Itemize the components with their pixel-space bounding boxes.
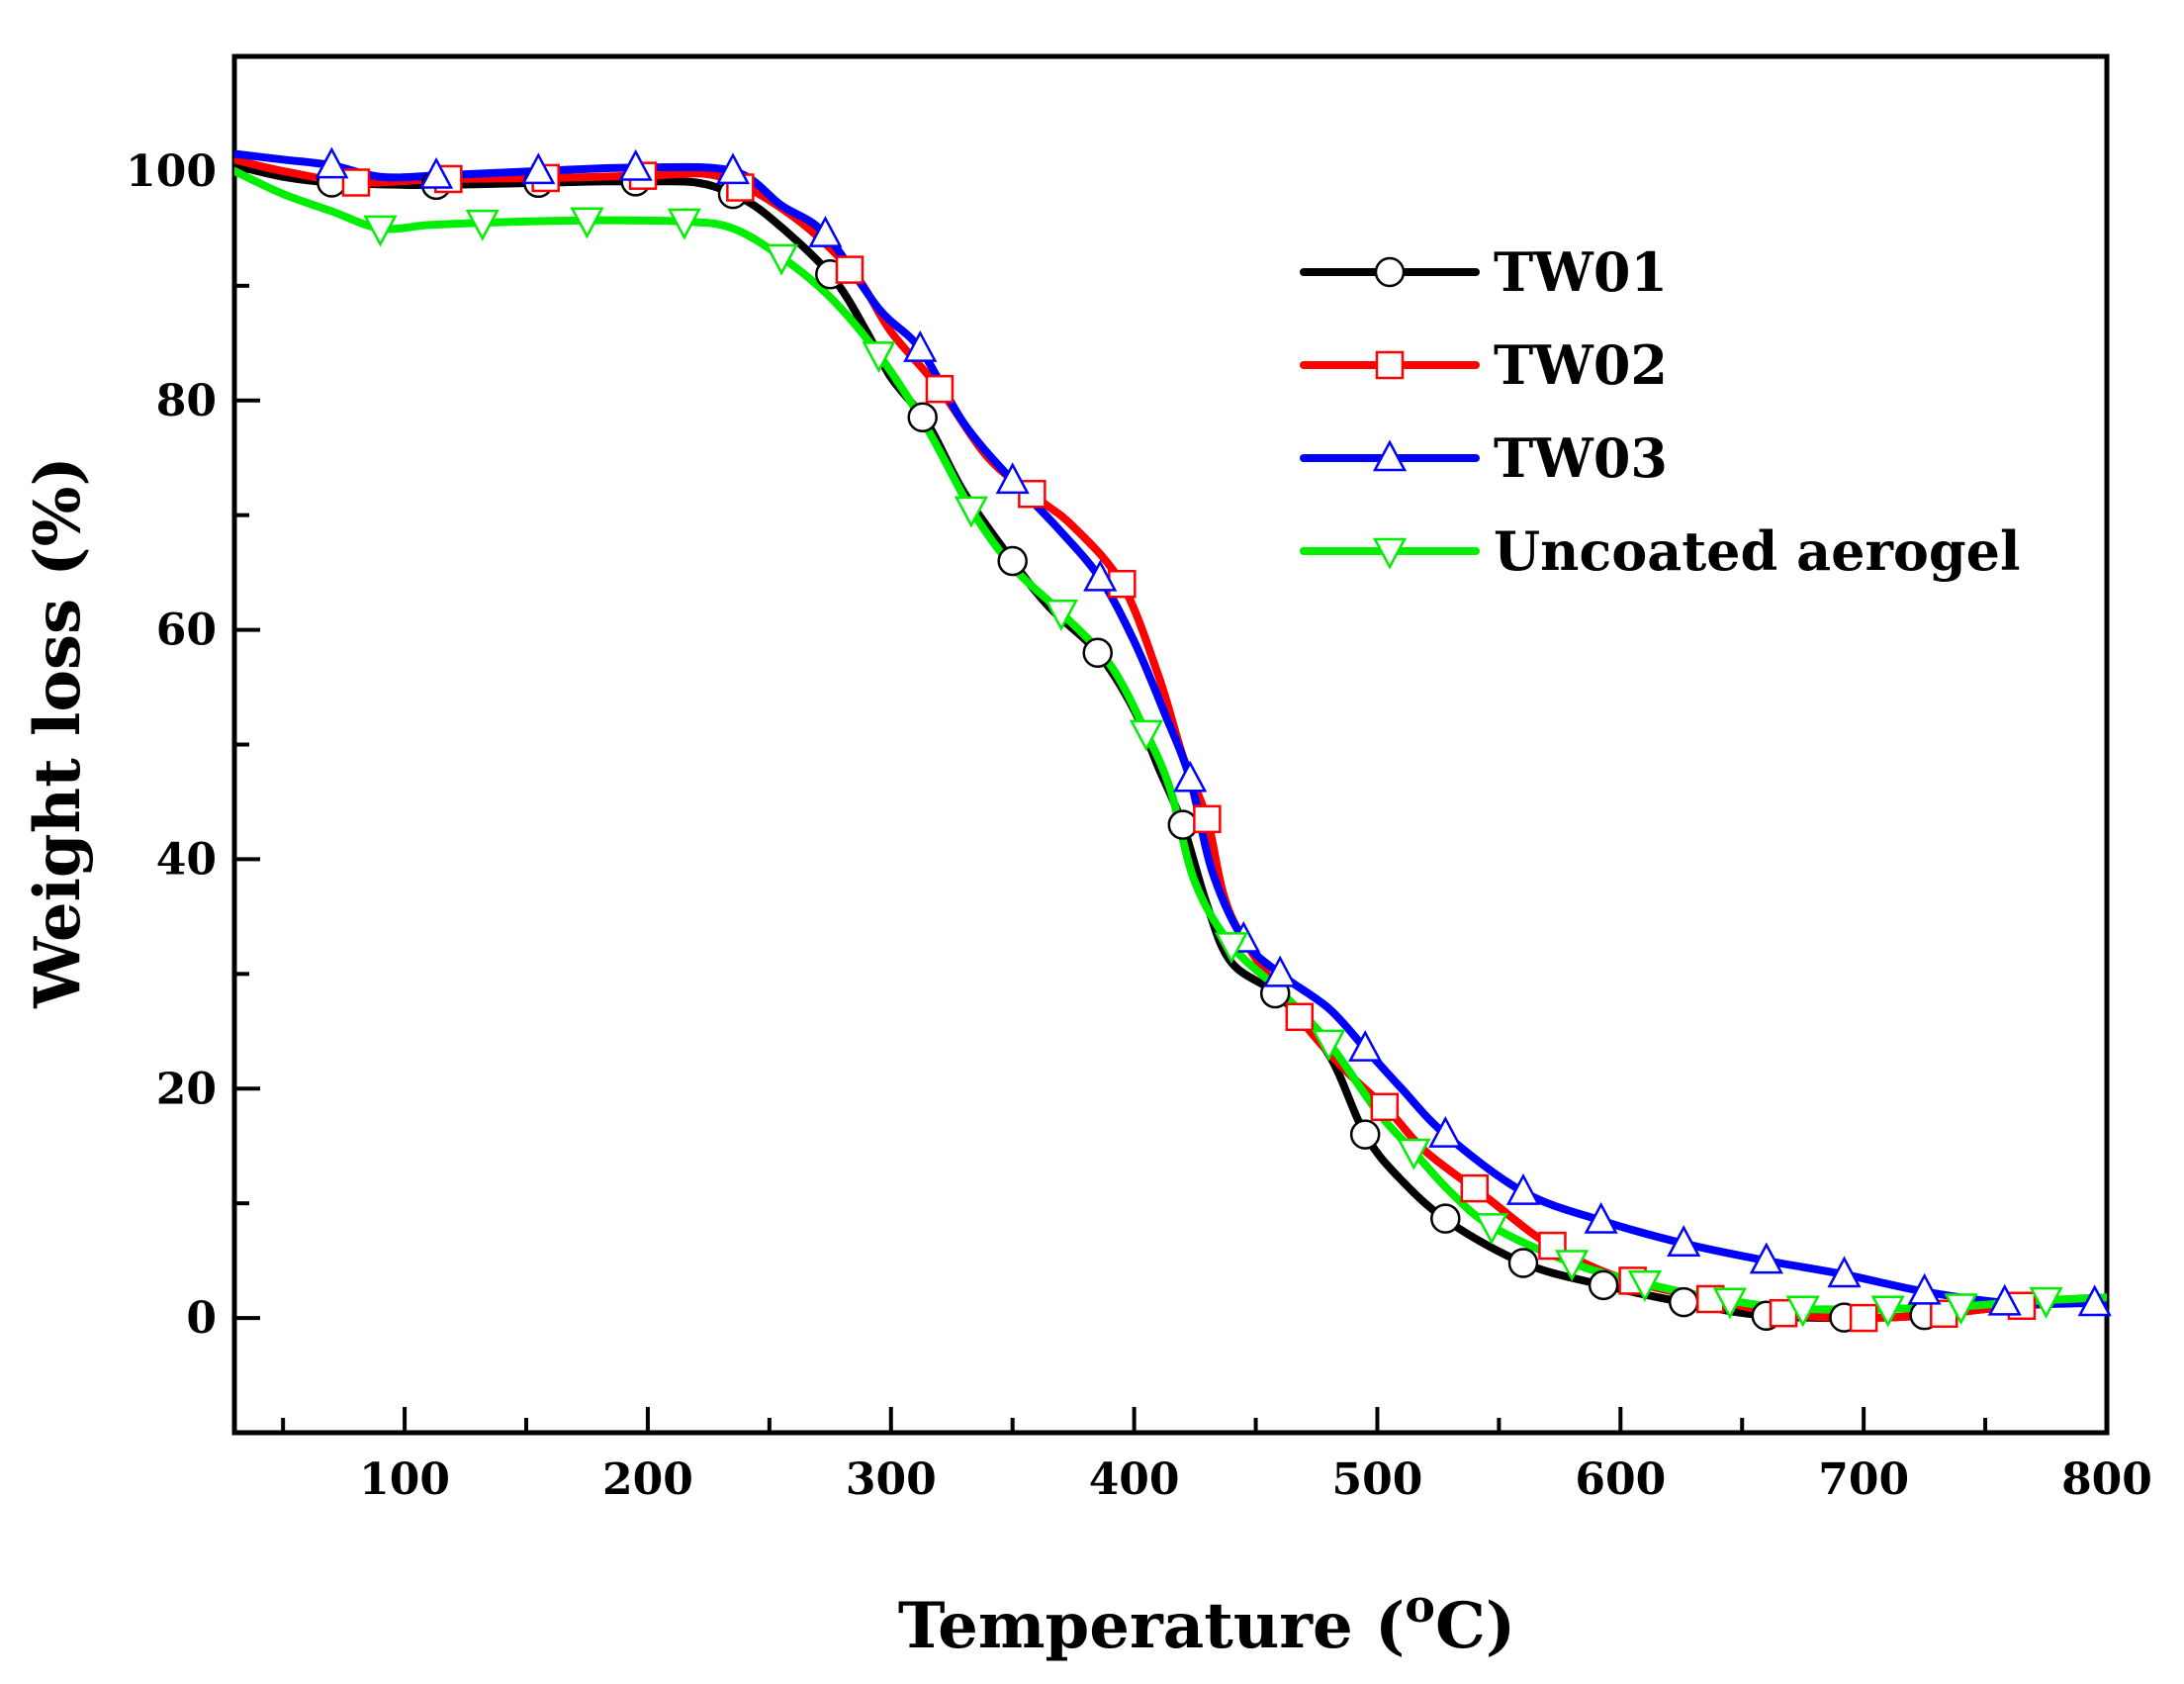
legend-label-3: Uncoated aerogel xyxy=(1494,519,2021,583)
x-tick-label: 700 xyxy=(1818,1454,1909,1505)
plot-frame xyxy=(231,53,2110,1436)
series-marker-1 xyxy=(1285,1002,1315,1032)
series-marker-2 xyxy=(315,146,349,179)
series-marker-2 xyxy=(1505,1172,1541,1205)
x-tick-label: 100 xyxy=(359,1454,450,1505)
series-marker-0 xyxy=(1668,1286,1699,1318)
series-marker-2 xyxy=(521,152,556,185)
series-layer xyxy=(234,149,2107,1323)
series-marker-1 xyxy=(341,168,371,197)
series-marker-0 xyxy=(1167,809,1199,840)
series-marker-3 xyxy=(1555,1250,1590,1282)
series-marker-2 xyxy=(1907,1272,1942,1305)
series-marker-3 xyxy=(570,207,604,239)
x-tick-label: 600 xyxy=(1575,1454,1666,1505)
series-marker-0 xyxy=(1430,1203,1461,1234)
legend-marker-0 xyxy=(1374,256,1406,288)
series-marker-1 xyxy=(1370,1092,1400,1122)
series-marker-2 xyxy=(1173,760,1208,793)
series-marker-2 xyxy=(1667,1225,1701,1257)
series-marker-3 xyxy=(954,496,988,528)
series-marker-0 xyxy=(1507,1248,1539,1278)
series-marker-2 xyxy=(903,329,938,362)
series-marker-2 xyxy=(1987,1283,2022,1316)
series-marker-3 xyxy=(1044,599,1078,631)
series-line-3 xyxy=(234,166,2107,1314)
series-marker-3 xyxy=(1785,1295,1820,1328)
y-tick-label: 100 xyxy=(126,146,217,197)
series-marker-2 xyxy=(995,462,1030,495)
series-line-0 xyxy=(234,161,2107,1323)
x-tick-label: 500 xyxy=(1332,1454,1423,1505)
legend-label-2: TW03 xyxy=(1494,426,1668,490)
y-tick-label: 60 xyxy=(156,606,217,656)
series-marker-3 xyxy=(862,341,896,374)
series-marker-3 xyxy=(1129,719,1164,752)
series-marker-0 xyxy=(1082,637,1113,669)
x-axis-title: Temperature (oC) xyxy=(898,1579,1515,1663)
series-marker-3 xyxy=(1214,932,1249,965)
series-marker-1 xyxy=(1193,804,1222,834)
y-tick-label: 80 xyxy=(156,376,217,426)
series-marker-2 xyxy=(808,216,843,247)
series-marker-3 xyxy=(667,208,701,240)
x-tick-label: 400 xyxy=(1089,1454,1180,1505)
series-marker-2 xyxy=(618,148,653,181)
series-marker-2 xyxy=(1428,1115,1463,1148)
series-marker-0 xyxy=(1588,1269,1619,1301)
series-marker-1 xyxy=(835,255,864,284)
series-marker-1 xyxy=(1849,1303,1878,1333)
x-tick-label: 300 xyxy=(846,1454,937,1505)
legend-label-1: TW02 xyxy=(1494,333,1668,397)
y-tick-label: 0 xyxy=(186,1293,217,1344)
y-tick-label: 20 xyxy=(156,1064,217,1114)
series-marker-2 xyxy=(715,152,751,185)
series-marker-2 xyxy=(1749,1242,1783,1274)
series-marker-2 xyxy=(1083,559,1118,592)
x-tick-label: 200 xyxy=(602,1454,693,1505)
series-marker-1 xyxy=(1460,1173,1490,1203)
series-marker-2 xyxy=(1827,1256,1862,1288)
x-axis-ticks: 100 200 300 400 500 600 700 800 xyxy=(281,1407,2152,1505)
series-marker-3 xyxy=(1474,1213,1509,1245)
series-marker-3 xyxy=(1397,1138,1431,1170)
series-marker-2 xyxy=(2077,1284,2112,1317)
y-axis-title: Weight loss (%) xyxy=(21,456,95,1009)
series-marker-0 xyxy=(907,402,938,433)
legend-marker-1 xyxy=(1375,350,1405,380)
series-marker-2 xyxy=(1348,1030,1383,1062)
series-marker-2 xyxy=(418,156,454,189)
series-marker-3 xyxy=(363,215,398,247)
series-marker-3 xyxy=(1627,1270,1662,1302)
legend-marker-2 xyxy=(1372,439,1408,472)
series-marker-3 xyxy=(1870,1295,1905,1328)
legend-marker-3 xyxy=(1372,537,1408,570)
series-marker-3 xyxy=(765,243,799,276)
legend: TW01 TW02 TW03 Uncoated aerogel xyxy=(1300,240,2021,583)
series-line-2 xyxy=(234,149,2107,1309)
y-tick-label: 40 xyxy=(156,834,217,885)
series-marker-1 xyxy=(1538,1231,1567,1261)
series-marker-3 xyxy=(2029,1286,2063,1319)
series-marker-3 xyxy=(1312,1029,1346,1062)
y-axis-ticks: 0 20 40 60 80 100 xyxy=(126,54,260,1435)
x-tick-label: 800 xyxy=(2061,1454,2152,1505)
series-marker-3 xyxy=(1944,1293,1978,1326)
series-marker-0 xyxy=(1349,1119,1381,1150)
series-line-1 xyxy=(234,155,2107,1323)
series-marker-3 xyxy=(1712,1287,1748,1320)
series-marker-3 xyxy=(465,209,500,241)
series-marker-2 xyxy=(1584,1201,1618,1234)
series-marker-2 xyxy=(1263,955,1298,987)
series-marker-0 xyxy=(997,545,1028,577)
legend-label-0: TW01 xyxy=(1494,240,1668,304)
marker-layer xyxy=(315,146,2112,1333)
series-marker-1 xyxy=(925,374,955,404)
